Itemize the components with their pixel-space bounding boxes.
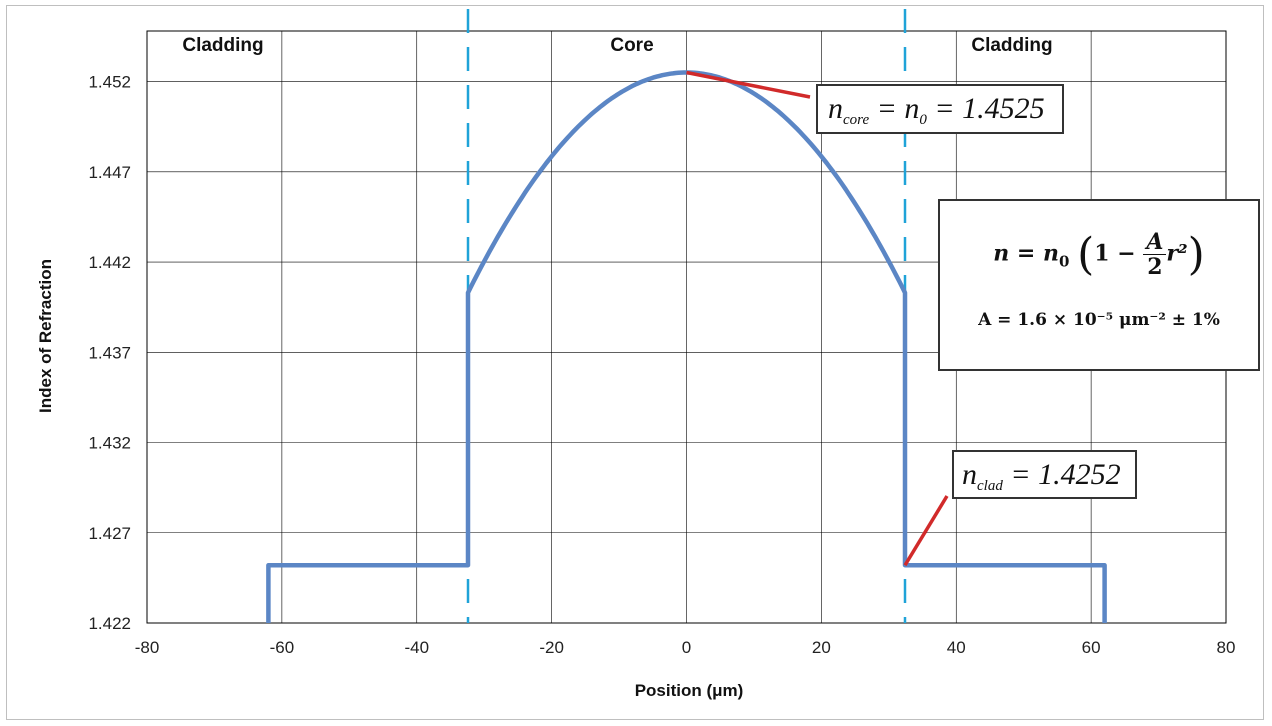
profile-formula: n = n0 (1 − A 2 r²) <box>940 229 1258 280</box>
formula-one: 1 − <box>1094 240 1136 267</box>
formula-r: r² <box>1166 240 1188 267</box>
grid <box>146 30 1227 624</box>
series-layer <box>266 70 1107 623</box>
region-label-core: Core <box>610 35 653 56</box>
x-tick-label: -60 <box>270 638 295 657</box>
core-n0-subscript: 0 <box>919 112 927 128</box>
y-tick-label: 1.452 <box>88 73 131 92</box>
clad-subscript: clad <box>977 478 1003 494</box>
x-tick-label: 80 <box>1217 638 1236 657</box>
x-tick-label: -40 <box>404 638 429 657</box>
y-tick-label: 1.442 <box>88 253 131 272</box>
clad-n: n <box>962 458 977 491</box>
core-leader-line <box>686 70 811 99</box>
region-label-cladding-left: Cladding <box>182 35 263 56</box>
y-tick-label: 1.447 <box>88 163 131 182</box>
formula-subscript: 0 <box>1058 252 1070 271</box>
formula-open-paren: ( <box>1077 229 1095 280</box>
cladding-index-callout: nclad = 1.4252 <box>952 450 1137 499</box>
clad-leader-line <box>903 495 949 567</box>
chart-frame: -80 -60 -40 -20 0 20 40 60 80 1.422 1.427 1.432 1.4… <box>6 5 1264 720</box>
index-profile-curve <box>266 70 1107 623</box>
leader-lines <box>686 70 949 567</box>
formula-denominator: 2 <box>1147 254 1163 280</box>
formula-numerator: A <box>1143 230 1167 255</box>
y-tick-label: 1.432 <box>88 434 131 453</box>
formula-box: n = n0 (1 − A 2 r²) A = 1.6 × 10⁻⁵ μm⁻² ± … <box>938 199 1260 371</box>
formula-close-paren: ) <box>1187 229 1205 280</box>
core-index-callout: ncore = n0 = 1.4525 <box>816 84 1064 134</box>
clad-value: = 1.4252 <box>1002 458 1121 491</box>
x-tick-label: 40 <box>947 638 966 657</box>
x-tick-label: 60 <box>1082 638 1101 657</box>
x-tick-label: -20 <box>539 638 564 657</box>
core-value: = 1.4525 <box>926 92 1045 125</box>
y-tick-label: 1.437 <box>88 343 131 362</box>
x-axis-title: Position (μm) <box>635 681 744 700</box>
core-n: n <box>828 92 843 125</box>
x-tick-label: 20 <box>812 638 831 657</box>
core-subscript: core <box>843 112 870 128</box>
y-tick-label: 1.427 <box>88 524 131 543</box>
a-value: A = 1.6 × 10⁻⁵ μm⁻² ± 1% <box>978 310 1220 330</box>
formula-lhs: n = n <box>993 240 1059 267</box>
region-label-cladding-right: Cladding <box>971 35 1052 56</box>
refractive-index-chart: -80 -60 -40 -20 0 20 40 60 80 1.4221.4271.4321.4… <box>36 9 1236 700</box>
y-tick-label: 1.422 <box>88 614 131 633</box>
core-equals: = n <box>869 92 920 125</box>
x-tick-labels: -80 -60 -40 -20 0 20 40 60 80 <box>135 638 1236 657</box>
y-tick-labels: 1.422 1.427 1.432 1.437 1.442 1.447 1.452 <box>88 73 131 633</box>
x-tick-label: -80 <box>135 638 160 657</box>
y-axis-title: Index of Refraction <box>36 259 55 413</box>
x-tick-label: 0 <box>682 638 691 657</box>
